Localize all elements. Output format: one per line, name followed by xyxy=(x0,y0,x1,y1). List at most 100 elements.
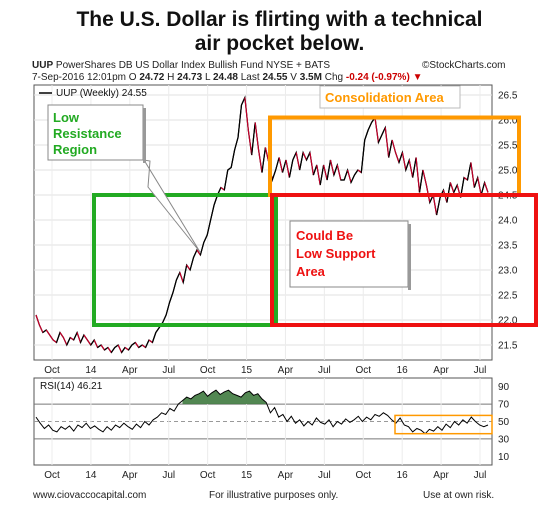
price-segment xyxy=(38,324,44,333)
price-x-tick-label: Oct xyxy=(200,365,216,376)
price-segment xyxy=(244,97,249,131)
price-segment xyxy=(329,159,335,176)
footer-website: www.ciovaccocapital.com xyxy=(33,490,147,501)
price-segment xyxy=(107,347,112,353)
price-segment xyxy=(367,122,373,131)
price-y-tick-label: 22.0 xyxy=(498,316,518,327)
last-value: 24.55 xyxy=(262,72,288,83)
price-x-tick-label: 14 xyxy=(85,365,97,376)
price-segment xyxy=(66,337,71,346)
volume-value: 3.5M xyxy=(299,72,322,83)
volume-label: V xyxy=(290,72,297,83)
price-segment xyxy=(309,152,314,176)
price-segment xyxy=(35,314,40,326)
price-segment xyxy=(418,169,424,193)
price-segment xyxy=(353,169,359,176)
source-label: ©StockCharts.com xyxy=(422,60,506,71)
price-segment xyxy=(408,159,414,178)
change-down-icon: ▼ xyxy=(412,72,423,83)
price-segment xyxy=(251,122,256,156)
price-segment xyxy=(114,344,119,348)
price-segment xyxy=(76,332,82,343)
price-segment xyxy=(398,152,403,163)
price-segment xyxy=(148,339,153,343)
price-segment xyxy=(350,174,356,183)
price-segment xyxy=(227,167,232,171)
low-resistance-callout xyxy=(47,104,144,161)
price-x-tick-label: Apr xyxy=(433,365,449,376)
low-value: 24.48 xyxy=(212,72,238,83)
price-x-tick-label: Oct xyxy=(355,365,371,376)
price-y-tick-label: 22.5 xyxy=(498,291,518,302)
fund-name: PowerShares DB US Dollar Index Bullish F… xyxy=(55,60,264,71)
price-x-tick-label: Jul xyxy=(318,365,331,376)
price-segment xyxy=(138,344,143,348)
high-value: 24.73 xyxy=(177,72,203,83)
price-segment xyxy=(470,162,475,188)
footer-disclaimer-1: For illustrative purposes only. xyxy=(209,490,339,501)
price-segment xyxy=(288,159,294,178)
price-segment xyxy=(261,147,267,173)
price-segment xyxy=(59,332,64,338)
price-segment xyxy=(343,169,349,181)
price-segment xyxy=(237,104,243,138)
price-segment xyxy=(97,344,102,348)
price-segment xyxy=(312,164,318,176)
price-segment xyxy=(432,194,438,216)
consolidation-callout xyxy=(319,85,461,109)
quote-date: 7-Sep-2016 12:01pm xyxy=(32,72,126,83)
price-segment xyxy=(466,162,472,181)
rsi-consolidation-box xyxy=(394,414,493,435)
price-segment xyxy=(480,182,486,196)
price-segment xyxy=(141,344,146,348)
price-segment xyxy=(240,97,246,106)
low-support-label: Could Be xyxy=(296,228,353,243)
low-resistance-label: Region xyxy=(53,142,97,157)
price-segment xyxy=(168,292,174,303)
price-segment xyxy=(117,344,123,353)
open-value: 24.72 xyxy=(139,72,165,83)
price-segment xyxy=(364,129,369,141)
low-resistance-label: Resistance xyxy=(53,126,122,141)
last-label: Last xyxy=(240,72,260,83)
price-segment xyxy=(357,169,362,173)
low-support-label: Area xyxy=(296,264,326,279)
consolidation-label: Consolidation Area xyxy=(325,90,444,105)
price-segment xyxy=(449,182,455,193)
price-segment xyxy=(247,129,253,156)
price-segment xyxy=(453,184,458,193)
price-segment xyxy=(131,342,136,346)
price-x-tick-label: 15 xyxy=(241,365,253,376)
ticker-symbol: UUP xyxy=(32,60,54,71)
low-support-callout xyxy=(289,220,409,288)
price-segment xyxy=(384,127,390,158)
price-segment xyxy=(319,164,325,186)
low-resistance-label: Low xyxy=(53,110,80,125)
price-segment xyxy=(347,169,352,183)
price-segment xyxy=(388,139,393,158)
exchange: NYSE + BATS xyxy=(266,60,331,71)
price-segment xyxy=(326,159,332,181)
rsi-x-tick-label: 16 xyxy=(397,470,409,481)
price-segment xyxy=(186,264,191,271)
price-segment xyxy=(104,347,109,351)
callout-shadow xyxy=(143,108,146,163)
price-segment xyxy=(415,157,421,193)
open-label: O xyxy=(128,72,137,83)
price-segment xyxy=(145,339,150,348)
price-segment xyxy=(52,339,57,343)
price-segment xyxy=(422,169,427,186)
rsi-x-tick-label: Jul xyxy=(318,470,331,481)
change-value: -0.24 (-0.97%) xyxy=(345,72,410,83)
low-label: L xyxy=(204,72,211,83)
price-segment xyxy=(436,197,441,216)
price-segment xyxy=(292,152,297,161)
price-segment xyxy=(275,157,280,171)
price-y-tick-label: 25.5 xyxy=(498,141,518,152)
price-segment xyxy=(477,177,482,196)
price-segment xyxy=(121,347,126,353)
rsi-y-tick-label: 90 xyxy=(498,382,510,393)
headline-line-1: The U.S. Dollar is flirting with a techn… xyxy=(76,8,483,31)
price-segment xyxy=(302,152,308,161)
high-label: H xyxy=(167,72,175,83)
